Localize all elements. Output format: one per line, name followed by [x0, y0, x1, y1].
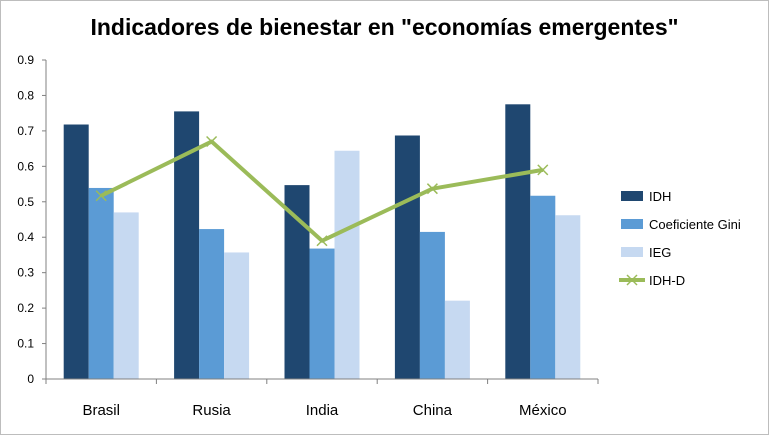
bar-coeficiente-gini	[419, 231, 445, 379]
bar-coeficiente-gini	[88, 187, 114, 379]
x-category-label: Rusia	[192, 402, 231, 419]
y-tick-label: 0.7	[17, 124, 34, 138]
legend: IDH Coeficiente Gini IEG IDH-D	[619, 189, 741, 288]
bar-ieg	[113, 212, 139, 379]
y-tick-label: 0	[27, 372, 34, 386]
y-tick-label: 0.9	[17, 53, 34, 67]
legend-label: IDH	[649, 189, 671, 204]
legend-item: Coeficiente Gini	[621, 217, 741, 232]
y-axis: 0 0.1 0.2 0.3 0.4 0.5 0.6 0.7 0.8 0.9	[17, 53, 47, 386]
bar-idh	[505, 104, 531, 380]
x-category-label: Brasil	[82, 402, 120, 419]
idh-d-marker	[426, 183, 438, 195]
bar-coeficiente-gini	[199, 229, 225, 379]
y-tick-label: 0.2	[17, 301, 34, 315]
legend-label: IDH-D	[649, 273, 685, 288]
legend-label: IEG	[649, 245, 671, 260]
bar-idh	[63, 124, 89, 380]
x-category-label: India	[306, 402, 339, 419]
idh-d-marker	[206, 135, 218, 148]
legend-label: Coeficiente Gini	[649, 217, 741, 232]
x-axis: Brasil Rusia India China México	[45, 378, 599, 419]
x-category-label: China	[413, 402, 453, 419]
idh-d-polyline	[100, 139, 544, 243]
x-category-label: México	[519, 402, 567, 419]
idh-d-marker	[95, 190, 107, 202]
y-tick-label: 0.8	[17, 88, 34, 102]
bar-idh	[284, 185, 310, 379]
legend-item: IDH-D	[619, 273, 685, 288]
bar-ieg	[334, 150, 360, 379]
legend-swatch	[621, 247, 643, 257]
legend-item: IEG	[621, 245, 671, 260]
bar-coeficiente-gini	[530, 195, 556, 379]
idh-d-line	[95, 135, 549, 247]
bar-ieg	[555, 215, 581, 379]
y-tick-label: 0.5	[17, 195, 34, 209]
y-tick-label: 0.1	[17, 337, 34, 351]
y-tick-label: 0.4	[17, 230, 34, 244]
y-tick-label: 0.6	[17, 159, 34, 173]
legend-item: IDH	[621, 189, 671, 204]
bar-idh	[394, 135, 420, 379]
chart-title: Indicadores de bienestar en "economías e…	[90, 14, 679, 40]
bar-ieg	[224, 252, 250, 379]
legend-swatch	[621, 219, 643, 229]
bar-ieg	[444, 300, 470, 379]
idh-d-marker	[537, 164, 549, 176]
y-tick-label: 0.3	[17, 266, 34, 280]
bar-coeficiente-gini	[309, 248, 335, 379]
idh-d-marker	[316, 235, 328, 247]
bars	[63, 104, 581, 380]
legend-swatch	[621, 191, 643, 201]
